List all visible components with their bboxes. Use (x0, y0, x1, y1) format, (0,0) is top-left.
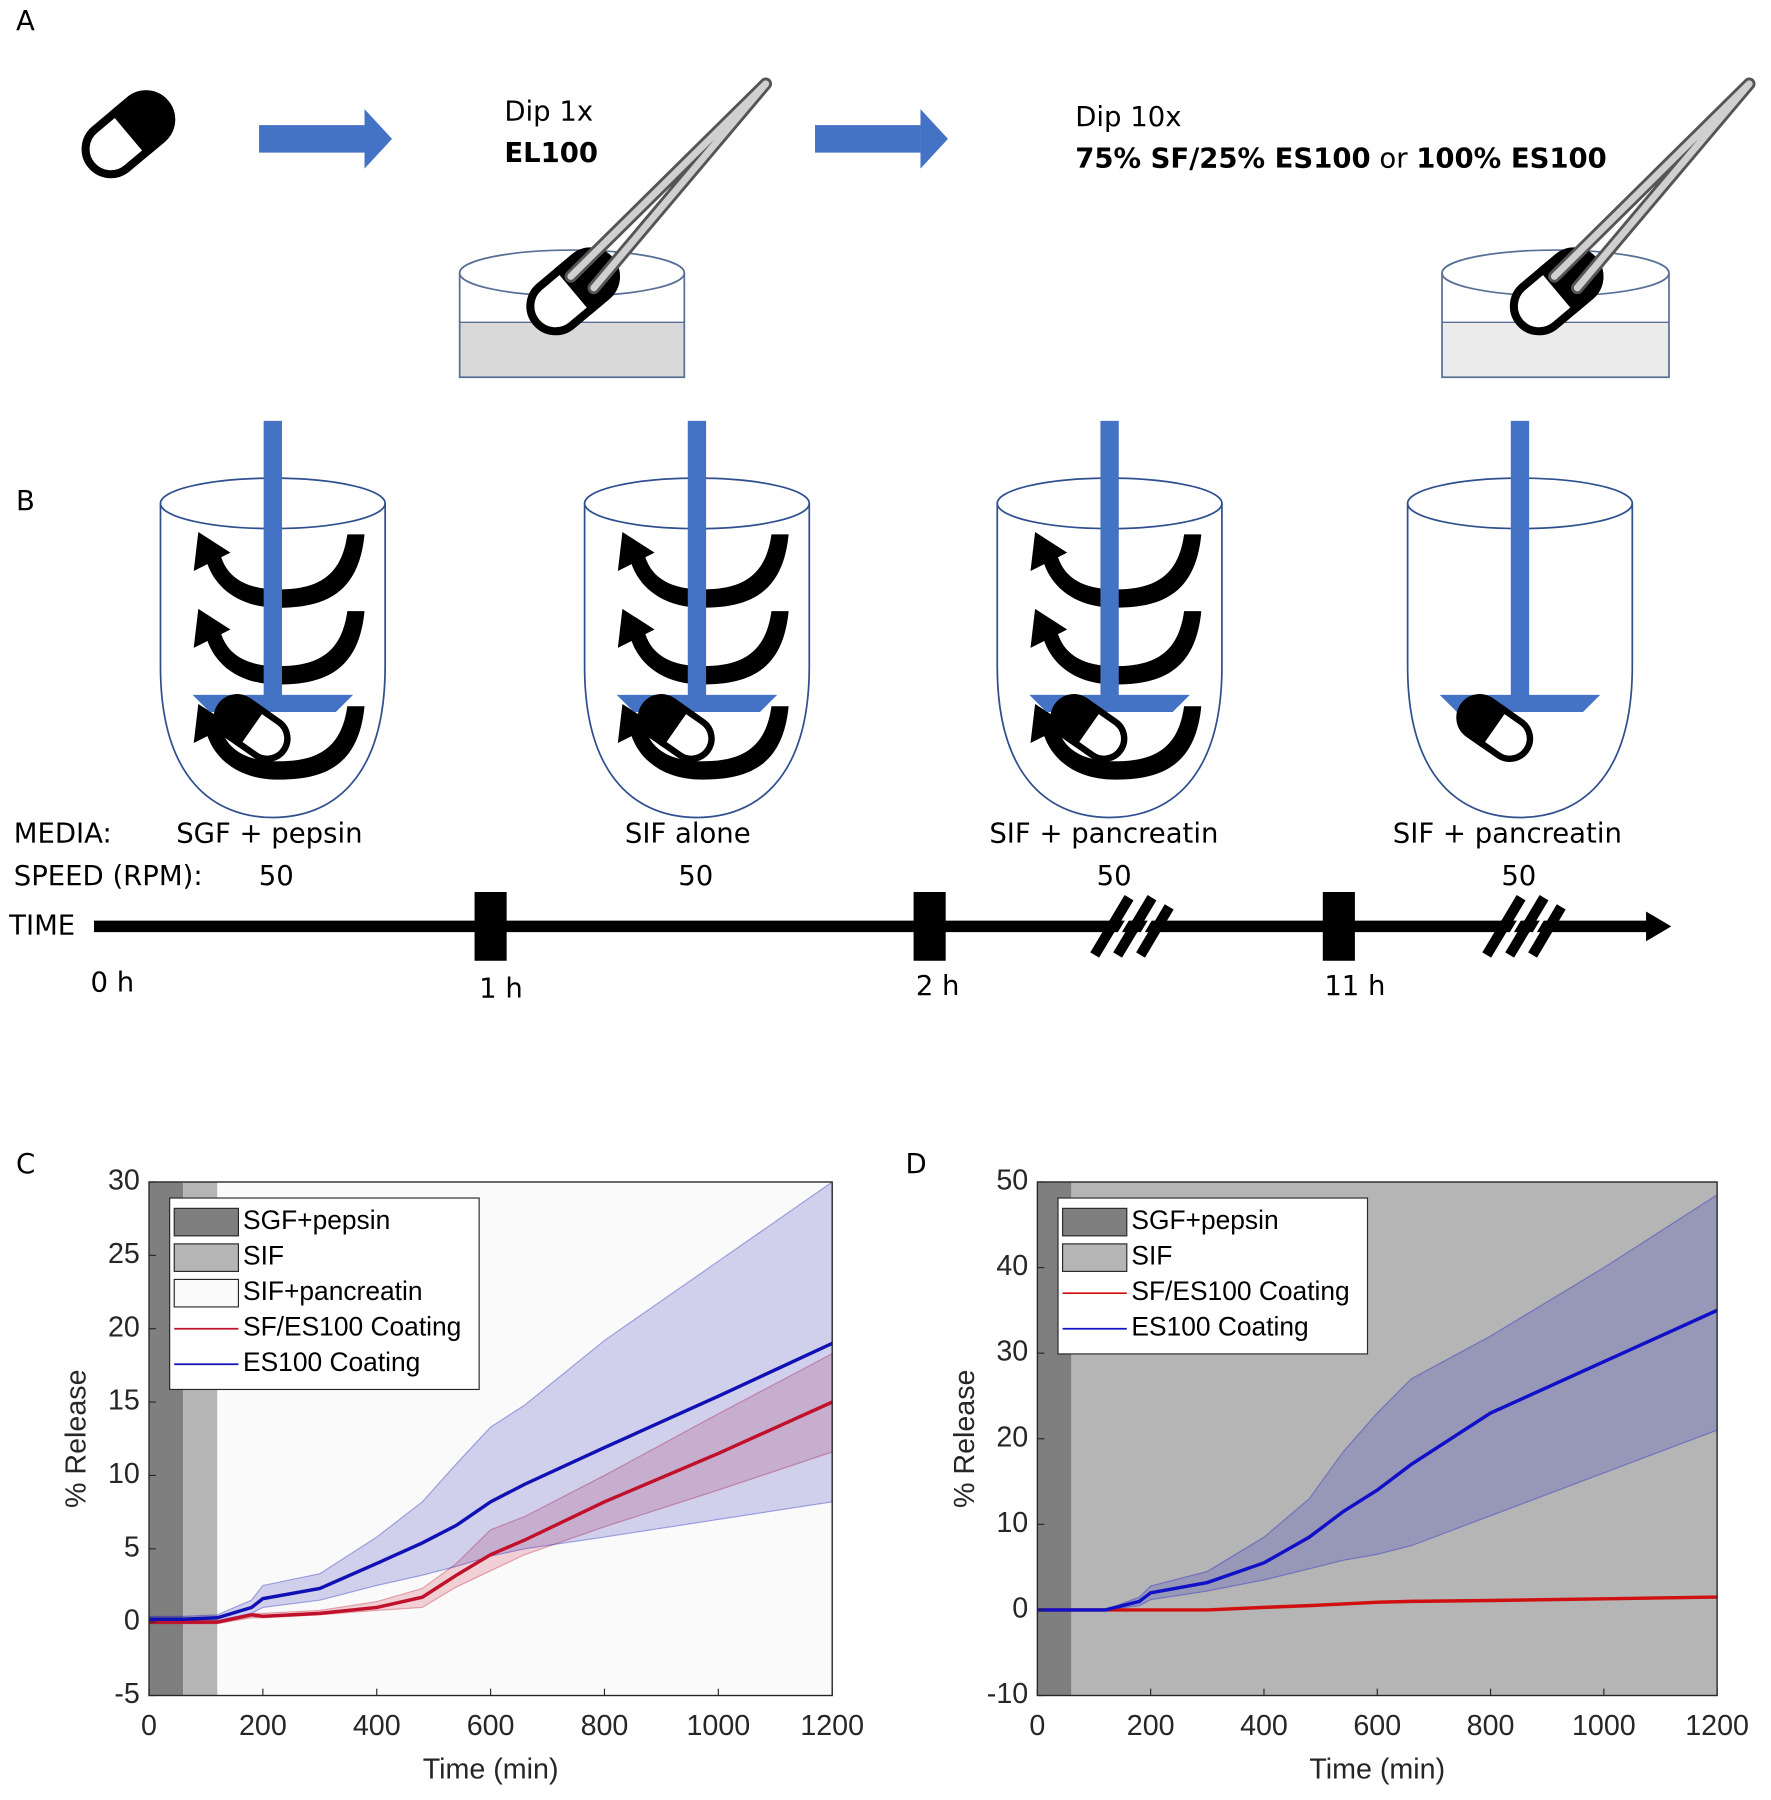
y-tick-label: 0 (124, 1605, 140, 1637)
y-axis-label: % Release (949, 1369, 981, 1508)
time: 1 h (479, 972, 523, 1004)
media: SIF + pancreatin (1393, 818, 1622, 850)
vessel (1406, 420, 1634, 819)
x-tick-label: 0 (141, 1710, 157, 1742)
beaker (1441, 84, 1749, 379)
error-band (149, 1181, 833, 1623)
x-tick-label: 0 (1029, 1710, 1045, 1742)
vessel (996, 420, 1223, 819)
x-tick-label: 1000 (1572, 1710, 1636, 1742)
x-tick-label: 1200 (800, 1710, 864, 1742)
vessel (159, 420, 387, 819)
x-axis-label: Time (min) (1309, 1754, 1445, 1786)
conjunction: or (1379, 143, 1408, 175)
x-tick-label: 200 (1127, 1710, 1175, 1742)
y-tick-label: 10 (108, 1458, 140, 1490)
speed: 50 (259, 860, 294, 892)
x-tick-label: 200 (239, 1710, 287, 1742)
y-tick-label: 20 (996, 1421, 1028, 1453)
y-tick-label: 0 (1012, 1592, 1028, 1624)
material: 75% SF/25% ES100 (1075, 143, 1370, 175)
media: SIF alone (625, 818, 751, 850)
y-tick-label: 20 (108, 1311, 140, 1343)
x-tick-label: 400 (353, 1710, 401, 1742)
y-tick-label: 15 (108, 1385, 140, 1417)
step-action: Dip 1x (504, 96, 593, 128)
media: SGF + pepsin (176, 818, 362, 850)
series-line (1037, 1308, 1718, 1612)
y-tick-label: 30 (108, 1165, 140, 1197)
x-tick-label: 400 (1240, 1710, 1288, 1742)
x-tick-label: 800 (1467, 1710, 1515, 1742)
step-material: 75% SF/25% ES100 or 100% ES100 (1075, 143, 1607, 175)
media: SIF + pancreatin (989, 818, 1218, 850)
error-band (149, 1353, 833, 1625)
panel-label: A (16, 5, 35, 37)
y-tick-label: 40 (996, 1250, 1028, 1282)
series-line (149, 1341, 833, 1621)
panel-label: D (906, 1148, 927, 1180)
y-tick-label: 25 (108, 1238, 140, 1270)
legend-label: SIF (1131, 1241, 1172, 1271)
arrow (815, 109, 948, 169)
y-axis-label: % Release (61, 1369, 93, 1508)
time: 2 h (916, 970, 960, 1002)
speed: 50 (1097, 860, 1132, 892)
legend-swatch (173, 1243, 239, 1272)
legend-label: SGF+pepsin (243, 1205, 390, 1235)
x-tick-label: 600 (1353, 1710, 1401, 1742)
series-line (149, 1400, 833, 1624)
x-tick-label: 600 (467, 1710, 515, 1742)
legend-label: SGF+pepsin (1131, 1205, 1278, 1235)
x-axis-label: Time (min) (423, 1754, 559, 1786)
legend-label: ES100 Coating (1131, 1312, 1308, 1342)
legend-label: SIF+pancreatin (243, 1276, 423, 1306)
timeline (93, 891, 1672, 961)
vessel (583, 420, 811, 819)
step-action: Dip 10x (1075, 101, 1181, 133)
y-tick-label: -5 (114, 1678, 139, 1710)
x-tick-label: 800 (581, 1710, 629, 1742)
media-label: MEDIA: (14, 818, 112, 850)
legend-swatch (1062, 1243, 1128, 1272)
capsule (73, 78, 187, 187)
x-tick-label: 1000 (686, 1710, 750, 1742)
legend-label: ES100 Coating (243, 1347, 420, 1377)
panel-label: B (16, 485, 35, 517)
legend-swatch (173, 1278, 239, 1308)
speed: 50 (678, 860, 713, 892)
speed: 50 (1501, 860, 1536, 892)
beaker (458, 84, 766, 379)
y-tick-label: 50 (996, 1165, 1028, 1197)
legend: SGF+pepsin SIF SIF+pancreatin SF/ES100 Coat… (169, 1197, 480, 1391)
panel-label: C (16, 1148, 35, 1180)
speed-label: SPEED (RPM): (14, 860, 203, 892)
time: 0 h (90, 967, 134, 999)
legend-label: SIF (243, 1241, 284, 1271)
arrow (259, 109, 393, 169)
error-band (1037, 1194, 1718, 1611)
legend-swatch (1062, 1207, 1128, 1237)
time-label: TIME (8, 909, 75, 941)
y-tick-label: 5 (124, 1531, 140, 1563)
legend-label: SF/ES100 Coating (243, 1312, 461, 1342)
legend-swatch (173, 1207, 239, 1237)
y-tick-label: 10 (996, 1507, 1028, 1539)
time: 11 h (1324, 970, 1385, 1002)
y-tick-label: 30 (996, 1336, 1028, 1368)
x-tick-label: 1200 (1685, 1710, 1749, 1742)
legend: SGF+pepsin SIF SF/ES100 Coating ES100 Coati… (1057, 1197, 1369, 1355)
step-material: EL100 (504, 137, 598, 169)
legend-label: SF/ES100 Coating (1131, 1276, 1349, 1306)
material: 100% ES100 (1416, 143, 1607, 175)
y-tick-label: -10 (987, 1678, 1028, 1710)
